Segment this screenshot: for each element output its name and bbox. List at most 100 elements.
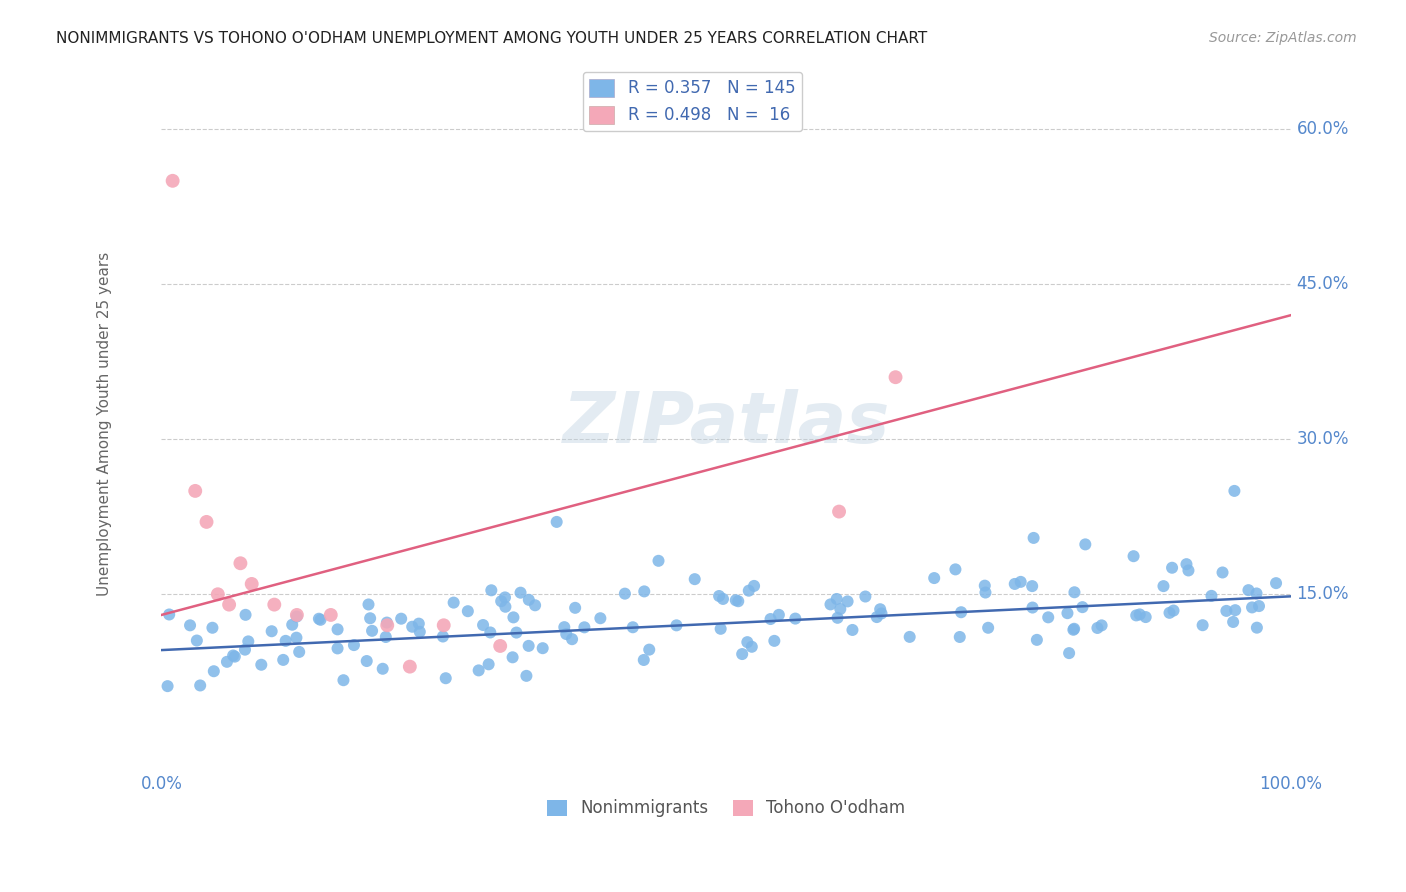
Point <box>1021 579 1043 593</box>
Point <box>820 598 842 612</box>
Point <box>409 624 432 639</box>
Point <box>361 624 384 638</box>
Point <box>1021 600 1043 615</box>
Point <box>489 639 512 653</box>
Point <box>202 665 225 679</box>
Point <box>356 654 378 668</box>
Point <box>710 622 733 636</box>
Point <box>1063 585 1085 599</box>
Point <box>235 607 257 622</box>
Point <box>401 620 423 634</box>
Point <box>785 611 807 625</box>
Point <box>457 604 479 618</box>
Point <box>207 587 229 601</box>
Point <box>1177 564 1199 578</box>
Point <box>1087 621 1109 635</box>
Point <box>1163 604 1185 618</box>
Point <box>326 641 349 656</box>
Point <box>724 593 747 607</box>
Point <box>288 645 311 659</box>
Point <box>271 653 294 667</box>
Point <box>389 612 412 626</box>
Point <box>233 642 256 657</box>
Point <box>683 572 706 586</box>
Point <box>1161 560 1184 574</box>
Point <box>1223 483 1246 498</box>
Point <box>613 587 636 601</box>
Point <box>515 669 537 683</box>
Point <box>1062 623 1084 637</box>
Point <box>162 174 184 188</box>
Point <box>1153 579 1175 593</box>
Point <box>974 585 997 599</box>
Point <box>260 624 283 639</box>
Point <box>1237 583 1260 598</box>
Point <box>195 515 218 529</box>
Text: ZIPatlas: ZIPatlas <box>562 389 890 458</box>
Point <box>238 634 260 648</box>
Point <box>201 621 224 635</box>
Point <box>665 618 688 632</box>
Point <box>742 579 765 593</box>
Point <box>1074 537 1097 551</box>
Point <box>1125 608 1147 623</box>
Point <box>319 607 342 622</box>
Point <box>434 671 457 685</box>
Point <box>638 642 661 657</box>
Point <box>711 591 734 606</box>
Point <box>841 623 863 637</box>
Point <box>1057 646 1080 660</box>
Point <box>1241 600 1264 615</box>
Point <box>1215 604 1237 618</box>
Point <box>1159 606 1181 620</box>
Point <box>274 633 297 648</box>
Point <box>505 625 527 640</box>
Point <box>179 618 201 632</box>
Point <box>589 611 612 625</box>
Point <box>479 583 502 598</box>
Point <box>375 615 398 630</box>
Point <box>224 649 246 664</box>
Point <box>509 585 531 599</box>
Text: 30.0%: 30.0% <box>1296 430 1348 448</box>
Text: 45.0%: 45.0% <box>1296 275 1348 293</box>
Text: 60.0%: 60.0% <box>1296 120 1348 138</box>
Point <box>343 638 366 652</box>
Point <box>332 673 354 688</box>
Point <box>830 602 852 616</box>
Point <box>222 648 245 663</box>
Point <box>375 618 398 632</box>
Point <box>553 620 575 634</box>
Point <box>768 607 790 622</box>
Point <box>922 571 945 585</box>
Point <box>1010 574 1032 589</box>
Point <box>977 621 1000 635</box>
Point <box>357 598 380 612</box>
Text: 15.0%: 15.0% <box>1296 585 1348 603</box>
Point <box>478 657 501 672</box>
Point <box>517 639 540 653</box>
Point <box>263 598 285 612</box>
Point <box>432 630 454 644</box>
Point <box>827 611 849 625</box>
Point <box>489 594 512 608</box>
Point <box>1247 599 1270 613</box>
Point <box>524 599 547 613</box>
Point <box>546 515 568 529</box>
Point <box>884 370 907 384</box>
Point <box>408 616 430 631</box>
Point <box>156 679 179 693</box>
Point <box>837 594 859 608</box>
Point <box>494 599 516 614</box>
Point <box>398 659 420 673</box>
Point <box>1063 622 1085 636</box>
Point <box>186 633 208 648</box>
Point <box>1056 606 1078 620</box>
Point <box>1135 610 1157 624</box>
Point <box>285 609 308 624</box>
Legend: Nonimmigrants, Tohono O'odham: Nonimmigrants, Tohono O'odham <box>540 793 912 824</box>
Point <box>374 630 396 644</box>
Point <box>633 653 655 667</box>
Point <box>763 633 786 648</box>
Point <box>731 647 754 661</box>
